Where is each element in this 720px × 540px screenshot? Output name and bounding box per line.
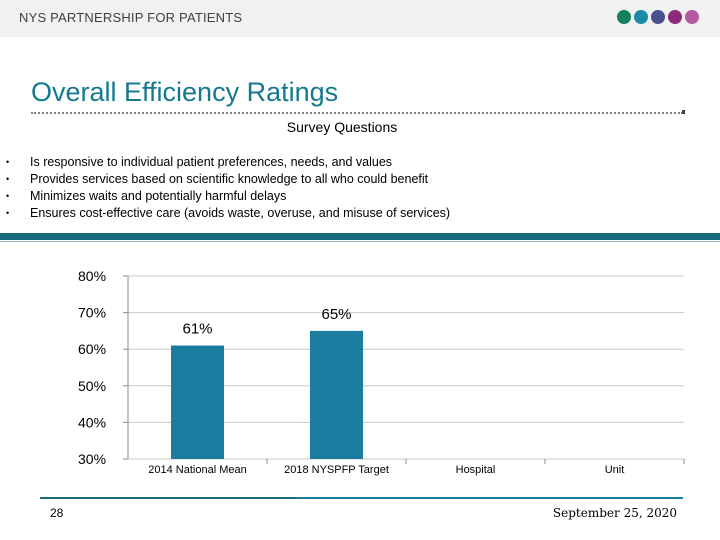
data-label: 61%: [182, 321, 212, 338]
brand-dot-1: [617, 10, 631, 24]
header-bar: NYS PARTNERSHIP FOR PATIENTS: [0, 0, 720, 37]
bar: [171, 345, 224, 459]
footer-line-right: [297, 497, 683, 499]
brand-dot-5: [685, 10, 699, 24]
page-number: 28: [50, 506, 64, 520]
bullet-icon: •: [6, 174, 10, 184]
x-category-label: 2014 National Mean: [148, 464, 246, 476]
slide-subtitle: Survey Questions: [286, 119, 398, 135]
y-tick-label: 40%: [78, 414, 106, 430]
x-category-label: Unit: [605, 464, 625, 476]
bullet-text: Ensures cost-effective care (avoids wast…: [30, 206, 451, 220]
brand-dots: [617, 10, 699, 24]
y-tick-label: 80%: [78, 268, 106, 284]
survey-question-list: • Is responsive to individual patient pre…: [6, 154, 450, 222]
efficiency-bar-chart: 30% 40% 50% 60% 70% 80% 61% 2014 National Mean 6…: [78, 268, 685, 476]
list-item: • Minimizes waits and potentially harmful…: [6, 188, 450, 205]
slide-title: Overall Efficiency Ratings: [31, 77, 339, 107]
bullet-icon: •: [6, 191, 10, 201]
section-band: [0, 233, 720, 240]
data-label: 65%: [321, 306, 351, 323]
brand-dot-2: [634, 10, 648, 24]
section-band-line: [0, 241, 720, 242]
brand-dot-3: [651, 10, 665, 24]
brand-dot-4: [668, 10, 682, 24]
y-tick-label: 50%: [78, 378, 106, 394]
y-tick-label: 30%: [78, 451, 106, 467]
bullet-text: Minimizes waits and potentially harmful …: [30, 189, 287, 203]
list-item: • Ensures cost-effective care (avoids was…: [6, 205, 450, 222]
footer-line-left: [40, 497, 297, 499]
title-divider: [31, 112, 683, 114]
bullet-icon: •: [6, 157, 10, 167]
x-category-label: 2018 NYSPFP Target: [284, 464, 389, 476]
x-category-label: Hospital: [456, 464, 496, 476]
bullet-text: Is responsive to individual patient pref…: [30, 155, 393, 169]
list-item: • Provides services based on scientific k…: [6, 171, 450, 188]
y-tick-label: 60%: [78, 341, 106, 357]
bullet-text: Provides services based on scientific kn…: [30, 172, 429, 186]
title-divider-end: [682, 110, 685, 114]
list-item: • Is responsive to individual patient pre…: [6, 154, 450, 171]
y-tick-label: 70%: [78, 305, 106, 321]
bullet-icon: •: [6, 208, 10, 218]
org-name: NYS PARTNERSHIP FOR PATIENTS: [19, 10, 243, 25]
bar: [310, 330, 363, 459]
footer-date: September 25, 2020: [552, 506, 677, 520]
